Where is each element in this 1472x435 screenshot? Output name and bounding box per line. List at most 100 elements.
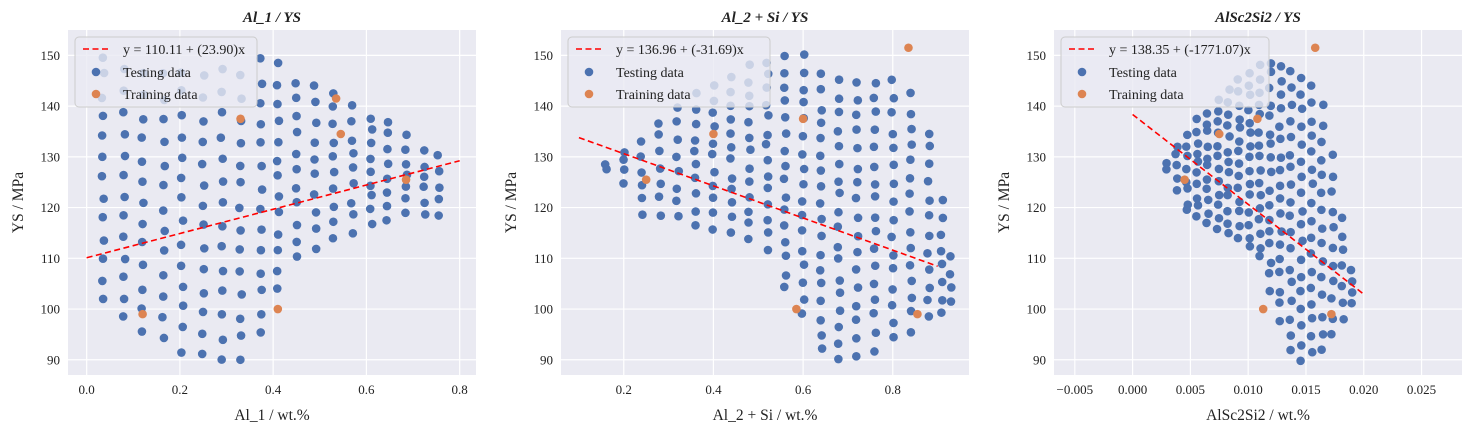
testing-point <box>1256 166 1265 175</box>
testing-point <box>329 167 339 177</box>
testing-point <box>1214 164 1224 174</box>
y-tick-label: 120 <box>41 200 61 215</box>
chart-title: Al_1 / YS <box>242 10 301 26</box>
testing-point <box>780 51 789 61</box>
legend: y = 110.11 + (23.90)x Testing data Trainin… <box>74 36 258 108</box>
testing-point <box>217 107 227 117</box>
testing-point <box>1193 157 1203 166</box>
testing-point <box>763 245 773 255</box>
testing-point <box>870 261 880 271</box>
testing-point <box>1338 298 1348 308</box>
testing-point <box>779 83 789 93</box>
testing-point <box>1235 123 1245 132</box>
testing-point <box>853 143 862 153</box>
testing-point <box>815 266 825 275</box>
testing-point <box>690 146 699 156</box>
y-tick-label: 110 <box>1027 251 1046 266</box>
testing-point <box>853 177 862 187</box>
testing-point <box>366 114 376 124</box>
y-tick-label: 110 <box>534 251 553 266</box>
testing-point <box>1192 212 1201 221</box>
testing-point <box>119 294 129 304</box>
testing-point <box>797 210 807 220</box>
fit-line <box>578 136 938 267</box>
y-tick-label: 100 <box>534 302 554 317</box>
training-point <box>236 114 245 124</box>
testing-point <box>138 115 148 124</box>
testing-point <box>292 252 302 261</box>
testing-point <box>925 231 934 241</box>
data-layer <box>1132 43 1365 366</box>
chart-panel-2: 0.2 0.4 0.6 0.8 90 100 110 120 130 140 150 Al_2 + S… <box>503 10 969 424</box>
training-point <box>1214 129 1224 139</box>
testing-point <box>1223 110 1233 119</box>
testing-point <box>383 128 393 138</box>
legend-testing-swatch <box>584 67 594 77</box>
y-axis-label: YS / MPa <box>503 172 520 233</box>
testing-point <box>799 179 808 189</box>
x-tick-label: 0.020 <box>1349 382 1378 397</box>
testing-point <box>924 210 934 220</box>
testing-point <box>1298 207 1307 216</box>
testing-point <box>936 230 946 240</box>
testing-point <box>871 328 881 338</box>
testing-point <box>763 130 772 140</box>
testing-point <box>710 122 719 131</box>
testing-point <box>851 265 861 274</box>
testing-point <box>869 162 879 172</box>
y-tick-label: 130 <box>534 149 554 164</box>
testing-point <box>346 198 356 208</box>
testing-point <box>158 206 168 215</box>
data-layer <box>578 43 956 364</box>
testing-point <box>1172 174 1182 183</box>
testing-point <box>887 107 896 117</box>
testing-point <box>946 297 956 306</box>
testing-point <box>1307 198 1316 208</box>
testing-point <box>218 154 227 164</box>
testing-point <box>726 115 736 124</box>
testing-point <box>1171 149 1180 159</box>
testing-point <box>779 174 789 184</box>
testing-point <box>1307 98 1316 107</box>
testing-point <box>799 50 809 59</box>
x-tick-label: 0.2 <box>172 382 188 397</box>
testing-point <box>272 266 282 276</box>
testing-point <box>889 332 898 342</box>
testing-point <box>292 127 302 137</box>
testing-point <box>656 179 666 189</box>
testing-point <box>1254 141 1264 150</box>
testing-point <box>1285 66 1295 76</box>
testing-point <box>1234 206 1244 216</box>
testing-point <box>1306 233 1316 243</box>
testing-point <box>236 355 245 365</box>
testing-point <box>119 170 128 180</box>
testing-point <box>1276 90 1286 99</box>
legend: y = 138.35 + (-1771.07)x Testing data Trai… <box>1060 36 1270 108</box>
testing-point <box>292 111 301 121</box>
testing-point <box>382 215 391 225</box>
x-tick-label: 0.4 <box>265 382 282 397</box>
testing-point <box>906 227 915 237</box>
testing-point <box>1214 213 1224 223</box>
testing-point <box>1245 190 1255 199</box>
testing-point <box>1265 286 1275 296</box>
testing-point <box>925 196 934 205</box>
testing-point <box>851 193 861 203</box>
testing-point <box>1223 148 1233 157</box>
testing-point <box>176 240 186 250</box>
testing-point <box>870 347 879 356</box>
testing-point <box>367 125 377 134</box>
testing-point <box>420 162 429 172</box>
testing-point <box>889 197 898 206</box>
testing-point <box>1287 296 1296 306</box>
testing-point <box>1213 107 1223 116</box>
testing-point <box>727 198 737 207</box>
testing-point <box>924 129 934 139</box>
legend-training-label: Training data <box>1109 88 1184 103</box>
testing-point <box>292 220 302 230</box>
testing-point <box>1245 234 1254 243</box>
legend-testing-label: Testing data <box>123 66 192 81</box>
testing-point <box>1254 128 1263 137</box>
testing-point <box>833 222 843 231</box>
testing-point <box>99 236 109 245</box>
